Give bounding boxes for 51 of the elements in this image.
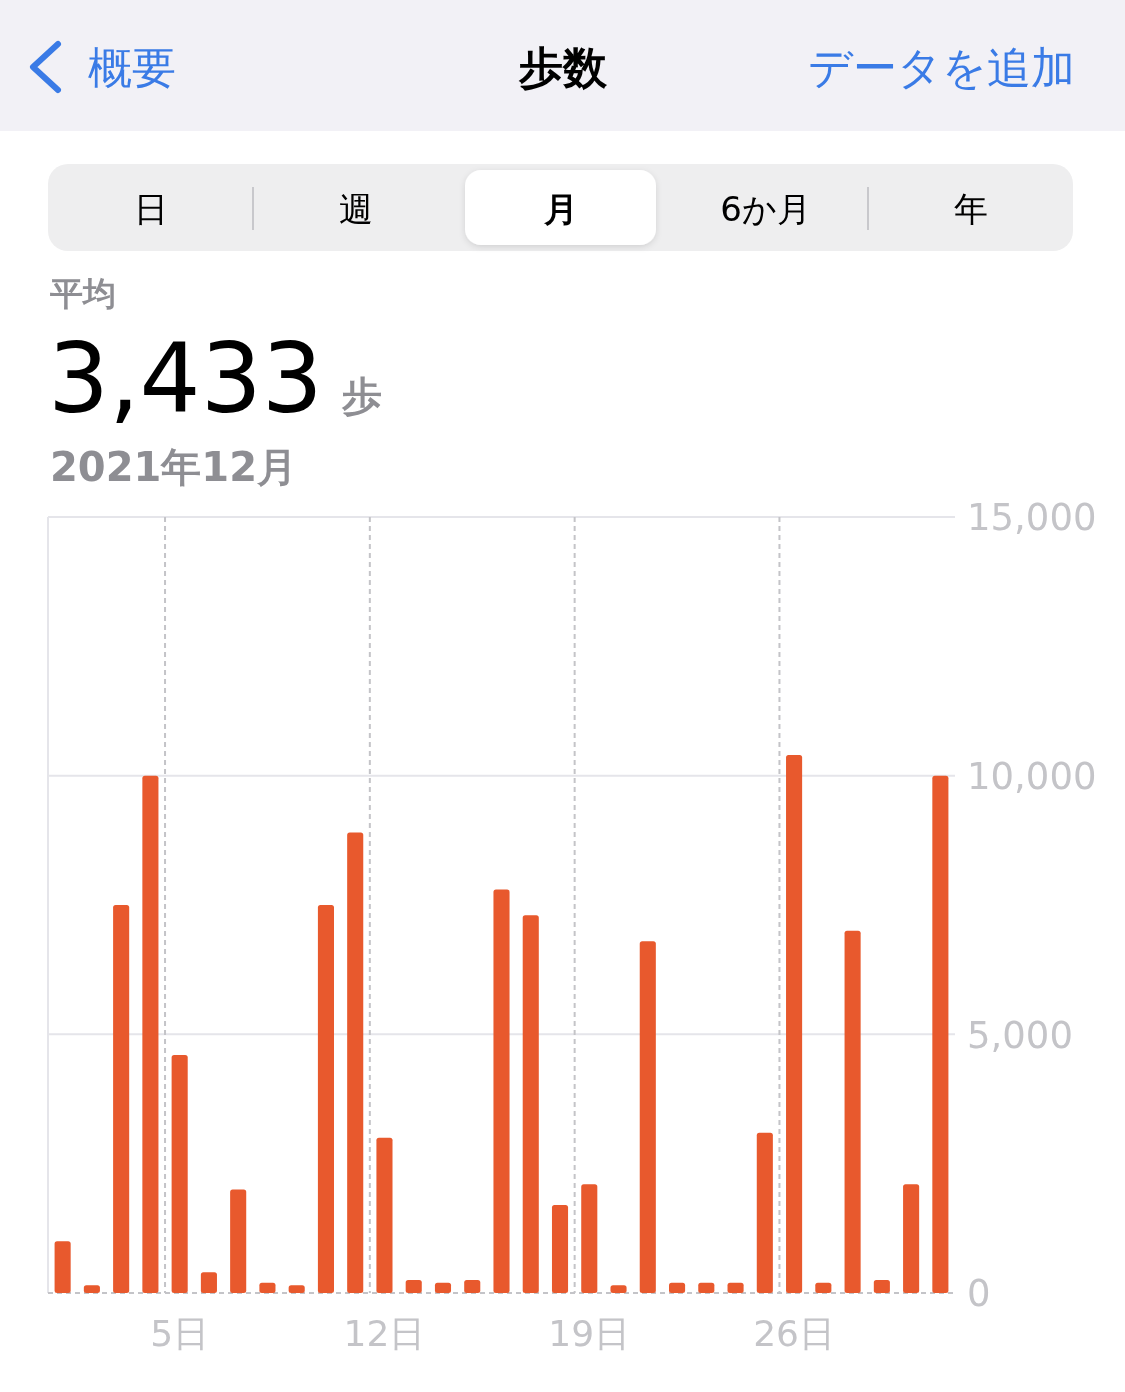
y-tick-label: 0 — [967, 1272, 991, 1316]
y-tick-label: 15,000 — [967, 496, 1097, 540]
bar — [171, 1055, 188, 1293]
text: 月 — [542, 189, 578, 229]
bar — [669, 1282, 686, 1293]
bar — [815, 1282, 832, 1293]
bar — [376, 1137, 393, 1293]
bar — [786, 754, 803, 1293]
bar — [551, 1205, 569, 1293]
text: 平均 — [49, 274, 116, 313]
bar — [288, 1285, 305, 1293]
bar — [142, 775, 159, 1293]
bar — [493, 889, 510, 1293]
bar — [464, 1280, 481, 1293]
text: 概要 — [88, 42, 176, 93]
bar — [844, 930, 861, 1293]
bar — [113, 905, 130, 1293]
bar — [873, 1280, 890, 1293]
bar — [610, 1285, 627, 1293]
bar — [727, 1282, 744, 1293]
chart-subtitle: 2021年12月 — [50, 444, 297, 490]
bar — [83, 1285, 100, 1293]
bar — [200, 1272, 217, 1293]
x-tick-label: 5日 — [150, 1313, 210, 1354]
text: 6か月 — [720, 189, 811, 229]
bar — [522, 915, 539, 1293]
bar — [756, 1132, 773, 1293]
text: 日 — [133, 189, 168, 229]
bar — [259, 1282, 276, 1293]
bar — [581, 1184, 598, 1293]
text: 年 — [953, 189, 988, 229]
bar — [405, 1280, 422, 1293]
text: データを追加 — [808, 42, 1075, 93]
chart-title: 歩数 — [518, 42, 608, 93]
x-tick-label: 19日 — [548, 1313, 631, 1354]
bar — [903, 1184, 920, 1293]
bar — [698, 1282, 715, 1293]
bar — [347, 832, 364, 1293]
text: 歩 — [341, 373, 382, 419]
text: 週 — [338, 189, 373, 229]
bar — [639, 941, 656, 1293]
bar — [434, 1282, 452, 1293]
bar — [317, 905, 334, 1293]
text: 3,433 — [48, 323, 323, 435]
bar — [932, 775, 949, 1293]
x-tick-label: 12日 — [343, 1313, 426, 1354]
y-tick-label: 10,000 — [967, 754, 1097, 798]
y-tick-label: 5,000 — [967, 1013, 1073, 1057]
x-tick-label: 26日 — [753, 1313, 835, 1354]
bar — [230, 1189, 247, 1293]
bar — [54, 1241, 71, 1293]
